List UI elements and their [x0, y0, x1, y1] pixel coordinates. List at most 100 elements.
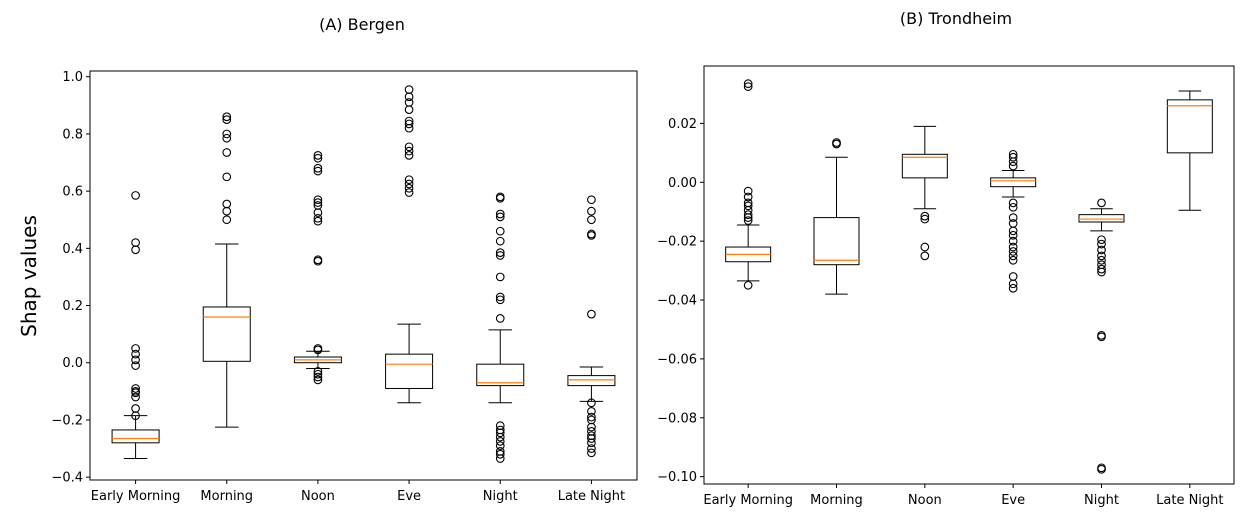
chart-a-ytick-label: 0.4: [62, 242, 83, 257]
outlier-point: [920, 251, 930, 261]
outlier-point: [495, 441, 505, 451]
outlier-point: [222, 129, 232, 139]
box-iqr: [1078, 214, 1125, 223]
outlier-point: [1008, 251, 1018, 261]
outlier-point: [313, 198, 323, 207]
outlier-point: [587, 398, 596, 408]
box-iqr: [567, 375, 616, 387]
outlier-point: [404, 92, 414, 102]
chart-b-ytick-label: −0.02: [657, 235, 697, 250]
outlier-point: [313, 151, 323, 160]
outlier-point: [313, 216, 323, 226]
chart-b-ytick-label: −0.04: [657, 294, 697, 309]
outlier-point: [495, 295, 505, 305]
box-iqr: [813, 217, 860, 266]
chart-b-box-4: [1078, 198, 1125, 474]
box-iqr: [111, 429, 160, 444]
outlier-point: [222, 172, 232, 182]
outlier-point: [131, 355, 140, 365]
box-iqr: [1166, 99, 1213, 154]
outlier-point: [313, 153, 323, 163]
outlier-point: [587, 422, 596, 432]
outlier-point: [587, 438, 596, 448]
outlier-point: [1008, 230, 1018, 240]
chart-b-box-5: [1166, 90, 1213, 211]
chart-b-box-0: [725, 79, 772, 290]
outlier-point: [222, 206, 232, 216]
outlier-point: [131, 238, 140, 247]
outlier-point: [1008, 198, 1018, 208]
outlier-point: [313, 345, 323, 355]
outlier-point: [222, 133, 232, 143]
chart-a-xtick-label: Night: [483, 489, 518, 504]
outlier-point: [495, 432, 505, 442]
outlier-point: [1008, 236, 1018, 246]
chart-a-xtick-label: Late Night: [558, 489, 625, 504]
outlier-point: [131, 191, 140, 200]
outlier-point: [1008, 272, 1018, 281]
chart-b-xtick-label: Night: [1084, 493, 1119, 508]
outlier-point: [587, 412, 596, 422]
outlier-point: [1097, 264, 1106, 274]
outlier-point: [587, 444, 596, 453]
outlier-point: [313, 375, 323, 385]
outlier-point: [495, 248, 505, 257]
chart-b-box-2: [901, 125, 948, 261]
outlier-point: [587, 448, 596, 458]
chart-b-ytick-label: −0.08: [657, 411, 697, 426]
outlier-point: [313, 166, 323, 176]
outlier-point: [131, 344, 140, 353]
outlier-point: [495, 428, 505, 438]
outlier-point: [404, 188, 414, 197]
outlier-point: [404, 146, 414, 156]
chart-a-xtick-label: Early Morning: [91, 489, 181, 504]
chart-b-xtick-label: Eve: [1001, 493, 1025, 508]
chart-b-ytick-label: 0.02: [668, 117, 697, 132]
outlier-point: [1097, 235, 1106, 245]
outlier-point: [743, 216, 753, 225]
outlier-point: [587, 407, 596, 416]
chart-b-xtick-label: Early Morning: [703, 493, 793, 508]
outlier-point: [1097, 260, 1106, 270]
chart-a-ytick-label: −0.4: [51, 471, 83, 486]
outlier-point: [1008, 226, 1018, 236]
outlier-point: [587, 215, 596, 225]
outlier-point: [1008, 213, 1018, 222]
chart-a-xtick-label: Eve: [397, 489, 421, 504]
outlier-point: [743, 210, 753, 220]
outlier-point: [313, 208, 323, 217]
chart-a-title: (A) Bergen: [319, 15, 405, 34]
outlier-point: [404, 105, 414, 114]
outlier-point: [404, 175, 414, 185]
chart-a-box-0: [111, 191, 160, 460]
outlier-point: [1097, 251, 1106, 261]
outlier-point: [1008, 202, 1018, 212]
box-iqr: [990, 177, 1037, 188]
chart-b: −0.10 −0.08 −0.06 −0.04 −0.02 0.00 0.02 Early M…: [657, 65, 1235, 508]
chart-a-box-5: [567, 195, 616, 458]
outlier-point: [404, 179, 414, 189]
outlier-point: [222, 215, 232, 225]
outlier-point: [495, 212, 505, 222]
chart-a-ytick-label: 0.6: [62, 185, 83, 200]
box-iqr: [901, 153, 948, 179]
outlier-point: [495, 449, 505, 459]
outlier-point: [131, 392, 140, 402]
chart-a-box-2: [293, 151, 342, 385]
outlier-point: [131, 384, 140, 393]
chart-b-ytick-label: 0.00: [668, 176, 697, 191]
outlier-point: [743, 192, 753, 202]
outlier-point: [495, 454, 505, 463]
outlier-point: [1008, 283, 1018, 293]
outlier-point: [313, 256, 323, 266]
outlier-point: [920, 214, 930, 224]
outlier-point: [743, 201, 753, 211]
outlier-point: [404, 119, 414, 129]
chart-a-ytick-label: 0.8: [62, 127, 83, 142]
outlier-point: [1097, 332, 1106, 342]
outlier-point: [495, 292, 505, 302]
outlier-point: [587, 434, 596, 443]
outlier-point: [1097, 198, 1106, 208]
outlier-point: [832, 139, 841, 149]
outlier-point: [404, 123, 414, 133]
